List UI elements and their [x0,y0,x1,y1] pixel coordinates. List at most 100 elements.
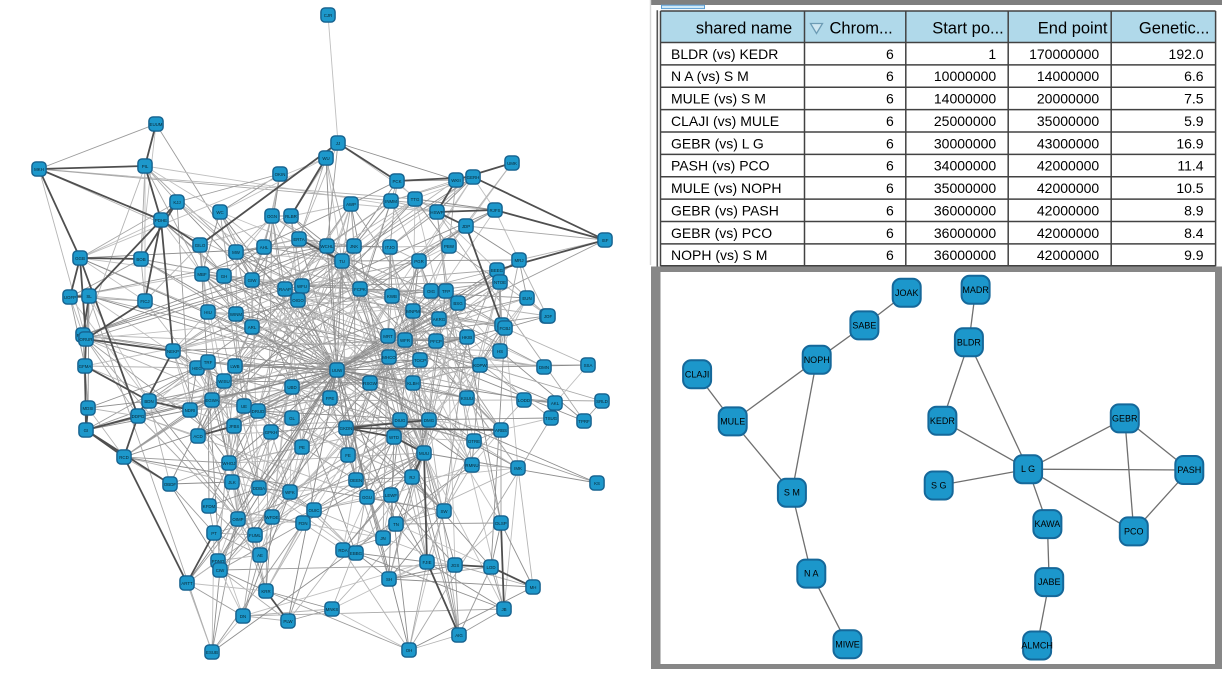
svg-text:10000000: 10000000 [934,68,997,84]
svg-text:PCK: PCK [392,179,401,184]
svg-text:35000000: 35000000 [934,180,997,196]
svg-text:MKH: MKH [34,167,44,172]
svg-text:IMK: IMK [514,466,522,471]
svg-text:WCHL: WCHL [321,244,334,249]
svg-text:EUN: EUN [522,296,531,301]
svg-text:PIL: PIL [142,164,149,169]
svg-text:WFK: WFK [285,490,295,495]
svg-text:6: 6 [886,180,894,196]
svg-text:42000000: 42000000 [1037,225,1100,241]
svg-text:PASH (vs) PCO: PASH (vs) PCO [671,158,770,174]
svg-text:OGN: OGN [267,214,277,219]
svg-text:PT: PT [211,531,217,536]
svg-text:MULE (vs) NOPH: MULE (vs) NOPH [671,180,781,196]
svg-text:8.9: 8.9 [1184,202,1204,218]
svg-text:KWB: KWB [387,294,397,299]
svg-text:6.6: 6.6 [1184,68,1204,84]
svg-text:6: 6 [886,135,894,151]
svg-text:ARTT: ARTT [181,581,193,586]
svg-text:ACD: ACD [193,434,202,439]
svg-text:JB: JB [501,607,506,612]
svg-text:AIG: AIG [455,633,463,638]
svg-text:JJ: JJ [336,141,340,146]
svg-text:MIWE: MIWE [835,639,860,649]
svg-text:OKIN: OKIN [275,172,286,177]
svg-text:UE: UE [241,404,247,409]
svg-text:AKRG: AKRG [433,317,446,322]
svg-text:8.4: 8.4 [1184,225,1204,241]
svg-text:WINM: WINM [230,312,243,317]
svg-text:KEDR: KEDR [930,416,956,426]
svg-text:6: 6 [886,113,894,129]
svg-text:9.9: 9.9 [1184,247,1204,263]
svg-text:PBW: PBW [444,244,455,249]
svg-text:JLK: JLK [228,480,236,485]
svg-text:FJIE: FJIE [422,560,431,565]
svg-text:WHOJ: WHOJ [223,461,236,466]
svg-text:NOPH: NOPH [804,355,830,365]
svg-text:RDA: RDA [338,548,347,553]
svg-text:KAWA: KAWA [1034,519,1060,529]
svg-text:16.9: 16.9 [1176,135,1203,151]
svg-text:JN: JN [380,536,385,541]
svg-text:TRF: TRF [204,360,213,365]
svg-text:DN: DN [240,614,246,619]
svg-text:TSUG: TSUG [545,416,558,421]
svg-text:OUIC: OUIC [309,508,320,513]
svg-text:UOFP: UOFP [64,295,76,300]
svg-text:EGWA: EGWA [205,398,218,403]
svg-text:UBD: UBD [287,385,296,390]
svg-text:shared name: shared name [696,20,792,38]
svg-text:42000000: 42000000 [1037,247,1100,263]
svg-text:MH: MH [530,585,537,590]
svg-text:BOB: BOB [136,257,145,262]
svg-text:UUW: UUW [332,368,343,373]
svg-text:34000000: 34000000 [934,158,997,174]
svg-text:FDN: FDN [298,521,307,526]
svg-text:42000000: 42000000 [1037,158,1100,174]
svg-text:SH: SH [386,577,392,582]
svg-text:PLW: PLW [283,619,293,624]
svg-text:JOAK: JOAK [895,288,919,298]
svg-text:7.5: 7.5 [1184,91,1204,107]
svg-text:PDHE: PDHE [155,218,167,223]
svg-text:6: 6 [886,225,894,241]
svg-text:SW: SW [440,509,448,514]
svg-text:Start po...: Start po... [932,20,1004,38]
svg-text:KSUU: KSUU [461,396,473,401]
svg-text:CIW: CIW [216,568,225,573]
svg-text:SRLD: SRLD [596,399,608,404]
svg-text:ORUR: ORUR [80,337,93,342]
svg-text:NTOE: NTOE [494,280,506,285]
svg-text:MRJ: MRJ [514,258,523,263]
svg-text:JABE: JABE [1038,577,1061,587]
svg-text:RMNU: RMNU [465,463,478,468]
svg-text:LEWF: LEWF [385,493,398,498]
svg-text:AHL: AHL [260,245,269,250]
svg-text:6: 6 [886,158,894,174]
svg-text:WC: WC [216,210,223,215]
svg-text:TOCP: TOCP [414,358,426,363]
svg-text:KLBH: KLBH [407,381,418,386]
svg-text:EBBG: EBBG [350,551,363,556]
svg-text:GFMA: GFMA [79,364,92,369]
svg-text:L G: L G [1021,464,1035,474]
svg-text:NDRI: NDRI [185,408,196,413]
svg-text:S G: S G [931,481,947,491]
svg-text:GGB: GGB [75,256,85,261]
svg-text:MNKS: MNKS [326,607,339,612]
svg-text:GIW: GIW [248,278,258,283]
svg-text:RAAP: RAAP [279,287,291,292]
svg-text:WU: WU [322,156,329,161]
svg-text:RSGW: RSGW [363,381,378,386]
svg-text:N A: N A [804,569,819,579]
svg-text:End point: End point [1038,20,1108,38]
svg-text:SABE: SABE [852,320,876,330]
svg-text:BLDR (vs) KEDR: BLDR (vs) KEDR [671,46,778,62]
svg-text:DDBA: DDBA [253,486,265,491]
svg-text:EUUM: EUUM [150,122,163,127]
svg-text:14000000: 14000000 [1037,68,1100,84]
svg-text:25000000: 25000000 [934,113,997,129]
svg-text:RJ: RJ [409,475,414,480]
svg-text:JNK: JNK [350,244,358,249]
